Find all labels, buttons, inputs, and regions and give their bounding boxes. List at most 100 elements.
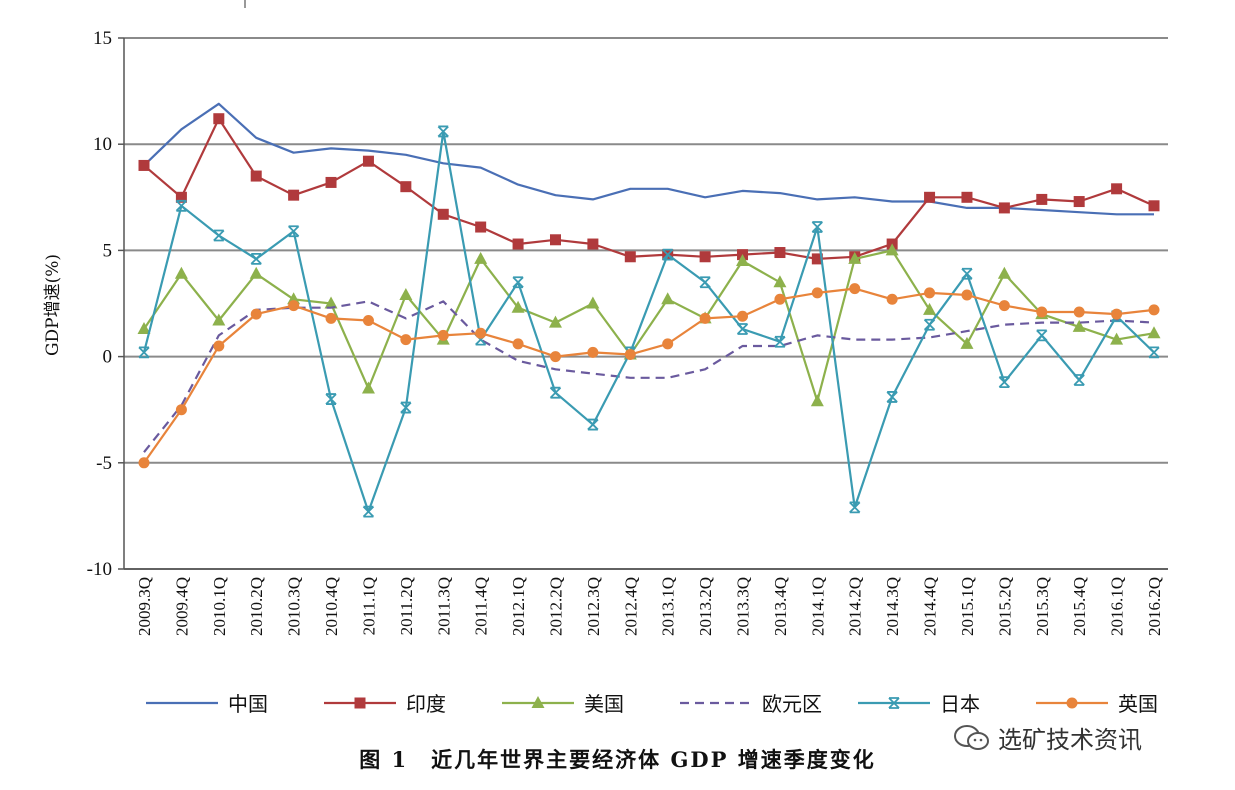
square-marker [924, 191, 936, 203]
x-tick-label: 2013.4Q [771, 577, 790, 636]
x-tick-label: 2013.2Q [696, 577, 715, 636]
asterisk-marker [1148, 346, 1160, 359]
circle-marker [737, 310, 749, 322]
circle-marker [288, 300, 300, 312]
asterisk-marker [362, 505, 375, 518]
y-axis-label: GDP增速(%) [43, 254, 63, 356]
legend-label: 美国 [584, 692, 624, 716]
watermark: 选矿技术资讯 [952, 720, 1142, 755]
square-marker [699, 251, 711, 263]
figure-caption: 图 1 近几年世界主要经济体 GDP 增速季度变化 [359, 747, 876, 772]
x-tick-label: 2009.3Q [135, 577, 154, 636]
circle-marker [325, 312, 337, 324]
triangle-marker [511, 300, 525, 313]
wechat-icon [954, 724, 989, 750]
triangle-marker [548, 315, 562, 328]
series-line [143, 117, 1155, 260]
square-marker [354, 697, 366, 709]
x-tick-label: 2015.1Q [958, 577, 977, 636]
circle-marker [400, 334, 412, 346]
asterisk-marker [849, 501, 861, 514]
x-tick-label: 2012.2Q [546, 577, 565, 636]
circle-marker [437, 329, 449, 341]
asterisk-marker [475, 333, 487, 346]
x-tick-label: 2011.1Q [359, 577, 378, 635]
asterisk-marker [1036, 329, 1048, 342]
triangle-marker [361, 381, 375, 394]
triangle-marker [885, 243, 899, 256]
y-tick-label: 10 [93, 134, 112, 155]
x-tick-label: 2016.2Q [1145, 577, 1164, 636]
asterisk-marker [437, 125, 449, 138]
circle-marker [886, 293, 898, 305]
x-tick-label: 2014.4Q [921, 577, 940, 636]
triangle-marker [661, 292, 675, 305]
series-line [142, 130, 1155, 513]
x-tick-label: 2011.2Q [397, 577, 416, 635]
square-marker [549, 234, 561, 246]
square-marker [1073, 196, 1085, 208]
asterisk-marker [1073, 374, 1085, 386]
asterisk-marker [811, 221, 823, 233]
asterisk-marker [175, 199, 188, 212]
asterisk-marker [213, 229, 225, 242]
x-tick-label: 2014.1Q [808, 577, 827, 636]
triangle-marker [848, 251, 862, 264]
x-tick-label: 2014.2Q [846, 577, 865, 636]
x-tick-label: 2016.1Q [1108, 577, 1127, 636]
series-line [143, 249, 1155, 403]
asterisk-marker [888, 697, 900, 709]
legend-label: 欧元区 [762, 692, 822, 716]
triangle-marker [923, 302, 937, 315]
x-tick-label: 2011.3Q [434, 577, 453, 635]
asterisk-marker [287, 225, 300, 238]
legend-label: 印度 [406, 692, 446, 716]
triangle-marker [773, 275, 787, 288]
square-marker [1036, 193, 1048, 205]
circle-marker [587, 346, 599, 358]
square-marker [400, 181, 412, 193]
x-tick-label: 2011.4Q [472, 577, 491, 635]
x-tick-label: 2010.4Q [322, 577, 341, 636]
x-tick-label: 2015.4Q [1070, 577, 1089, 636]
series-line [143, 300, 1155, 453]
square-marker [325, 176, 337, 188]
circle-marker [213, 340, 225, 352]
x-tick-label: 2010.2Q [247, 577, 266, 636]
circle-marker [175, 404, 187, 416]
series-5 [138, 283, 1160, 469]
x-tick-label: 2012.1Q [509, 577, 528, 636]
square-marker [998, 202, 1010, 214]
triangle-marker [399, 288, 413, 301]
asterisk-marker [998, 376, 1011, 388]
triangle-marker [324, 296, 338, 309]
square-marker [1148, 200, 1160, 212]
x-tick-label: 2015.2Q [995, 577, 1014, 636]
x-tick-label: 2014.3Q [883, 577, 902, 636]
circle-marker [1036, 306, 1048, 318]
x-tick-label: 2012.4Q [621, 577, 640, 636]
asterisk-marker [250, 252, 262, 265]
square-marker [362, 155, 374, 167]
x-tick-label: 2013.1Q [659, 577, 678, 636]
y-tick-label: 5 [103, 240, 113, 261]
circle-marker [624, 348, 636, 360]
series-4 [138, 125, 1160, 518]
triangle-marker [1072, 319, 1086, 332]
x-tick-label: 2013.3Q [734, 577, 753, 636]
asterisk-marker [325, 393, 337, 405]
square-marker [213, 113, 225, 125]
triangle-marker [474, 251, 488, 264]
asterisk-marker [736, 323, 749, 335]
y-tick-label: 0 [103, 347, 113, 368]
series-3 [143, 300, 1155, 453]
watermark-text: 选矿技术资讯 [998, 726, 1142, 754]
triangle-marker [586, 296, 600, 309]
triangle-marker [1147, 326, 1161, 339]
circle-marker [1066, 697, 1078, 709]
square-marker [811, 253, 823, 265]
circle-marker [998, 300, 1010, 312]
square-marker [512, 238, 524, 250]
square-marker [437, 208, 449, 220]
